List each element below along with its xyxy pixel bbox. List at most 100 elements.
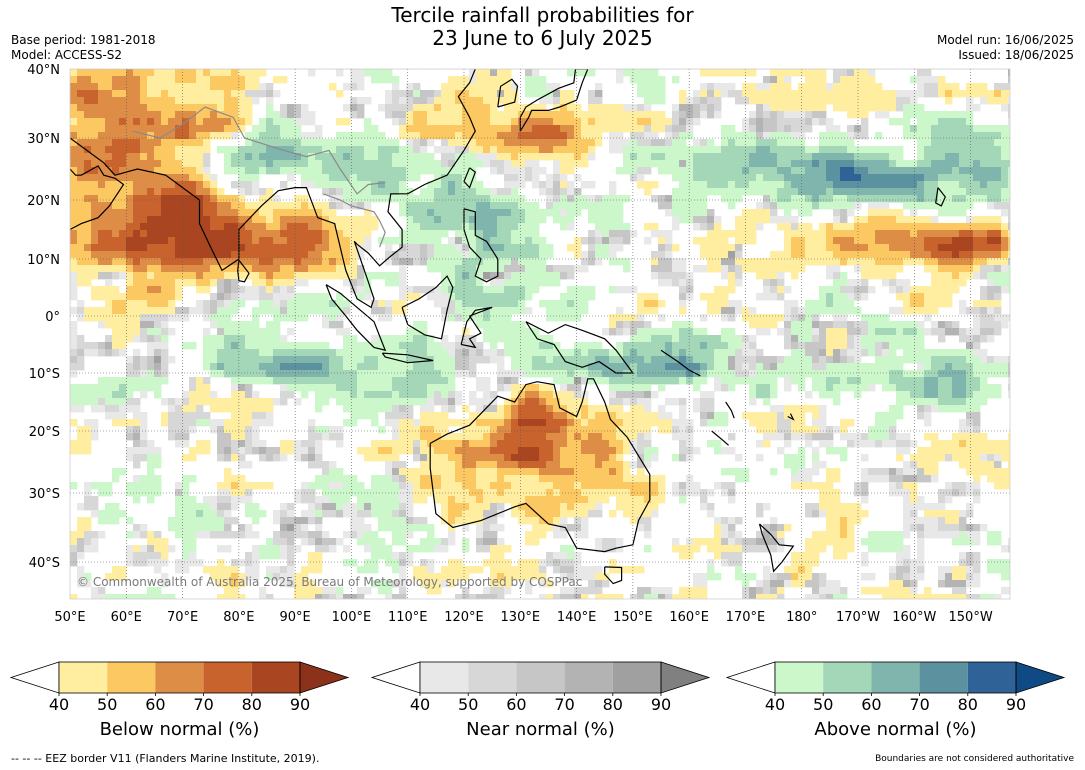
probability-cell [679,286,687,294]
probability-cell [497,188,505,196]
probability-cell [896,293,904,301]
probability-cell [630,349,638,357]
probability-cell [945,279,953,287]
probability-cell [77,216,85,224]
probability-cell [707,160,715,168]
probability-cell [574,202,582,210]
probability-cell [616,328,624,336]
probability-cell [105,125,113,133]
probability-cell [784,90,792,98]
probability-cell [469,286,477,294]
probability-cell [518,258,526,266]
probability-cell [623,286,631,294]
probability-cell [994,97,1002,105]
probability-cell [777,76,785,84]
probability-cell [819,83,827,91]
probability-cell [350,363,358,371]
probability-cell [231,216,239,224]
probability-cell [532,356,540,364]
probability-cell [287,300,295,308]
probability-cell [658,202,666,210]
probability-cell [931,202,939,210]
probability-cell [728,377,736,385]
probability-cell [70,244,78,252]
probability-cell [77,90,85,98]
probability-cell [749,377,757,385]
probability-cell [777,174,785,182]
probability-cell [994,370,1002,378]
probability-cell [336,258,344,266]
probability-cell [385,342,393,350]
probability-cell [910,370,918,378]
probability-cell [861,328,869,336]
probability-cell [826,167,834,175]
probability-cell [665,167,673,175]
probability-cell [861,153,869,161]
probability-cell [574,111,582,119]
probability-cell [280,300,288,308]
probability-cell [791,230,799,238]
probability-cell [133,146,141,154]
probability-cell [966,181,974,189]
probability-cell [714,146,722,154]
probability-cell [385,237,393,245]
probability-cell [644,132,652,140]
probability-cell [609,125,617,133]
probability-cell [770,363,778,371]
probability-cell [721,272,729,280]
probability-cell [602,370,610,378]
probability-cell [574,356,582,364]
probability-cell [910,251,918,259]
probability-cell [609,328,617,336]
probability-cell [224,293,232,301]
probability-cell [497,328,505,336]
probability-cell [364,160,372,168]
probability-cell [784,328,792,336]
probability-cell [245,83,253,91]
probability-cell [686,356,694,364]
probability-cell [406,153,414,161]
probability-cell [693,146,701,154]
probability-cell [448,265,456,273]
probability-cell [455,167,463,175]
probability-cell [168,230,176,238]
probability-cell [434,132,442,140]
probability-cell [455,118,463,126]
probability-cell [119,167,127,175]
probability-cell [1001,314,1009,322]
probability-cell [553,279,561,287]
probability-cell [658,244,666,252]
probability-cell [420,237,428,245]
probability-cell [700,167,708,175]
probability-cell [469,97,477,105]
probability-cell [490,391,498,399]
probability-cell [994,356,1002,364]
probability-cell [504,370,512,378]
probability-cell [329,391,337,399]
probability-cell [301,209,309,217]
probability-cell [959,195,967,203]
probability-cell [329,223,337,231]
probability-cell [91,83,99,91]
probability-cell [133,90,141,98]
probability-cell [700,370,708,378]
probability-cell [679,335,687,343]
probability-cell [77,384,85,392]
probability-cell [217,328,225,336]
probability-cell [357,132,365,140]
probability-cell [168,111,176,119]
probability-cell [224,342,232,350]
probability-cell [518,139,526,147]
probability-cell [455,244,463,252]
probability-cell [945,181,953,189]
probability-cell [973,244,981,252]
probability-cell [308,265,316,273]
probability-cell [490,195,498,203]
probability-cell [658,97,666,105]
probability-cell [756,146,764,154]
probability-cell [427,195,435,203]
probability-cell [301,300,309,308]
probability-cell [133,328,141,336]
probability-cell [462,188,470,196]
probability-cell [469,391,477,399]
